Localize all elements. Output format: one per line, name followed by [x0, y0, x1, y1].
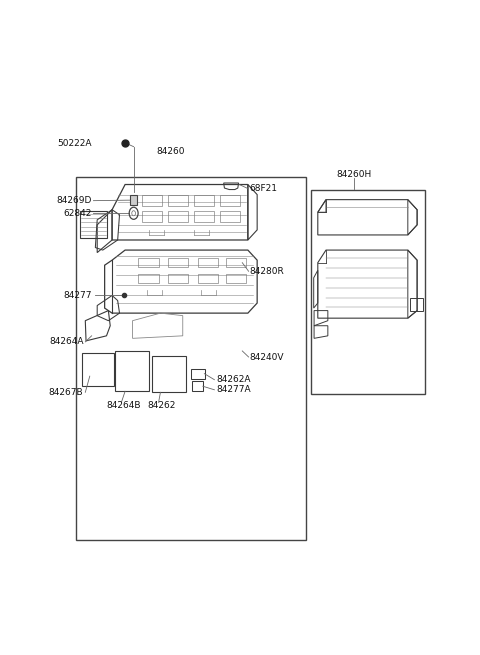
Bar — [220, 211, 240, 222]
Text: 68F21: 68F21 — [250, 184, 278, 193]
Bar — [168, 195, 188, 206]
Bar — [138, 274, 158, 283]
Bar — [142, 211, 162, 222]
Bar — [226, 274, 246, 283]
Bar — [194, 195, 215, 206]
Bar — [311, 189, 424, 394]
Text: 84262A: 84262A — [216, 375, 251, 384]
Text: 84280R: 84280R — [250, 267, 285, 276]
Text: 84267B: 84267B — [49, 388, 84, 397]
Bar — [138, 257, 158, 267]
Bar — [81, 211, 107, 238]
Bar — [168, 274, 188, 283]
Bar — [220, 195, 240, 206]
Text: 84277: 84277 — [63, 291, 92, 300]
Bar — [198, 274, 218, 283]
Text: 84264B: 84264B — [107, 401, 141, 410]
Bar — [130, 195, 137, 205]
Bar — [168, 257, 188, 267]
Text: 84269D: 84269D — [56, 196, 92, 205]
Text: 62842: 62842 — [63, 209, 92, 217]
Bar — [142, 195, 162, 206]
Bar — [76, 177, 306, 540]
Text: 84260H: 84260H — [336, 170, 372, 179]
Bar — [168, 211, 188, 222]
Text: 84262: 84262 — [147, 401, 175, 410]
Circle shape — [132, 211, 135, 215]
Text: 50222A: 50222A — [57, 139, 92, 147]
Bar — [226, 257, 246, 267]
Bar — [194, 211, 215, 222]
Text: 84277A: 84277A — [216, 385, 251, 394]
Text: 84264A: 84264A — [49, 337, 84, 346]
Text: 84260: 84260 — [156, 147, 185, 157]
Text: 84240V: 84240V — [250, 352, 284, 362]
Bar — [198, 257, 218, 267]
